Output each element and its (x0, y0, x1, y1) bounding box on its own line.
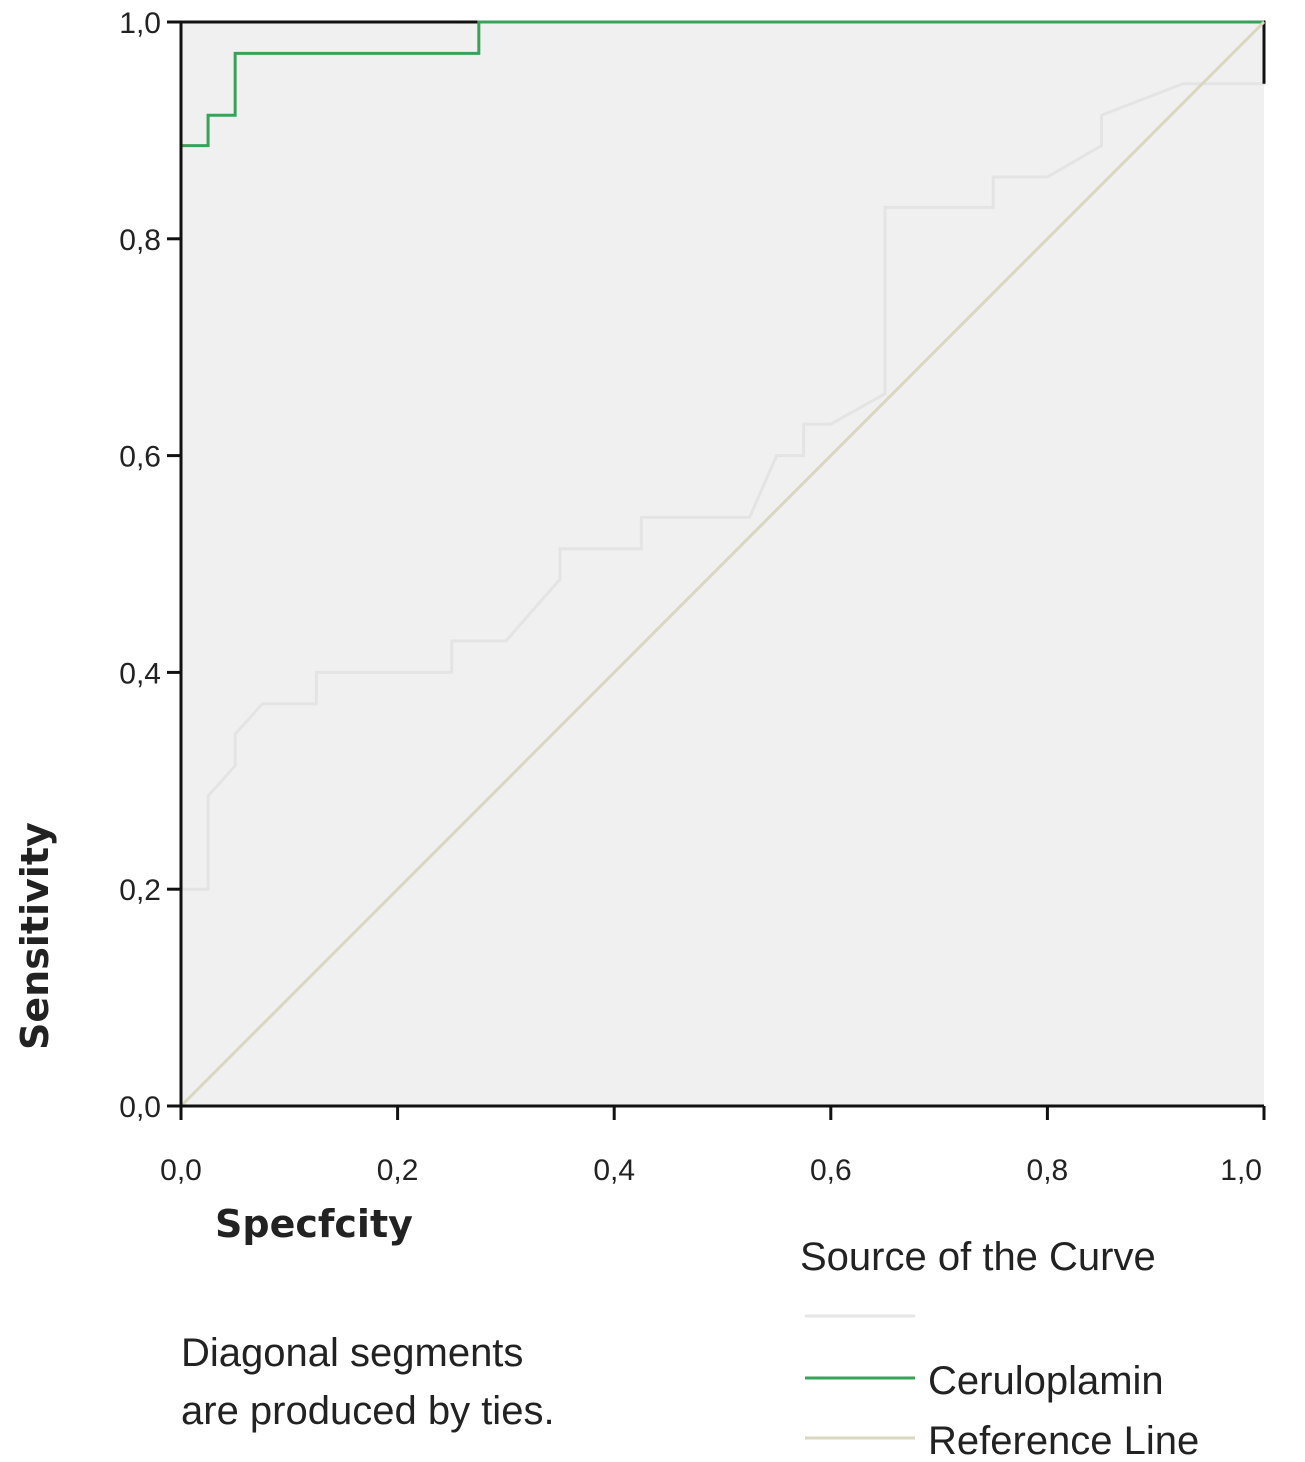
legend-title: Source of the Curve (800, 1235, 1156, 1279)
series-line-reference-line (179, 20, 1266, 1108)
x-ticks: 0,0 0,2 0,4 0,6 0,8 1,0 (160, 1106, 1266, 1187)
y-tick-label: 0,8 (119, 224, 161, 257)
x-tick-label: 0,6 (810, 1154, 852, 1187)
series-line-ceruloplamin (179, 20, 1264, 1106)
series-line-series-0 (179, 22, 1266, 1106)
x-tick-label: 0,2 (377, 1154, 419, 1187)
legend-label-ceruloplamin: Ceruloplamin (928, 1359, 1164, 1403)
x-tick-label: 0,4 (593, 1154, 635, 1187)
legend: Source of the Curve Ceruloplamin Referen… (800, 1235, 1199, 1462)
x-axis-title: Specfcity (215, 1202, 413, 1246)
y-tick-label: 1,0 (119, 7, 161, 40)
y-tick-label: 0,4 (119, 657, 161, 690)
y-tick-label: 0,0 (119, 1091, 161, 1124)
footnote: Diagonal segments are produced by ties. (181, 1331, 555, 1433)
y-tick-label: 0,2 (119, 874, 161, 907)
y-tick-label: 0,6 (119, 441, 161, 474)
y-axis-title: Sensitivity (13, 822, 57, 1050)
x-tick-label: 0,8 (1027, 1154, 1069, 1187)
legend-label-reference-line: Reference Line (928, 1419, 1199, 1462)
footnote-line-1: Diagonal segments (181, 1331, 523, 1375)
footnote-line-2: are produced by ties. (181, 1389, 555, 1433)
x-tick-label: 0,0 (160, 1154, 202, 1187)
y-ticks: 0,0 0,2 0,4 0,6 0,8 1,0 (119, 7, 181, 1124)
x-tick-label: 1,0 (1220, 1154, 1262, 1187)
